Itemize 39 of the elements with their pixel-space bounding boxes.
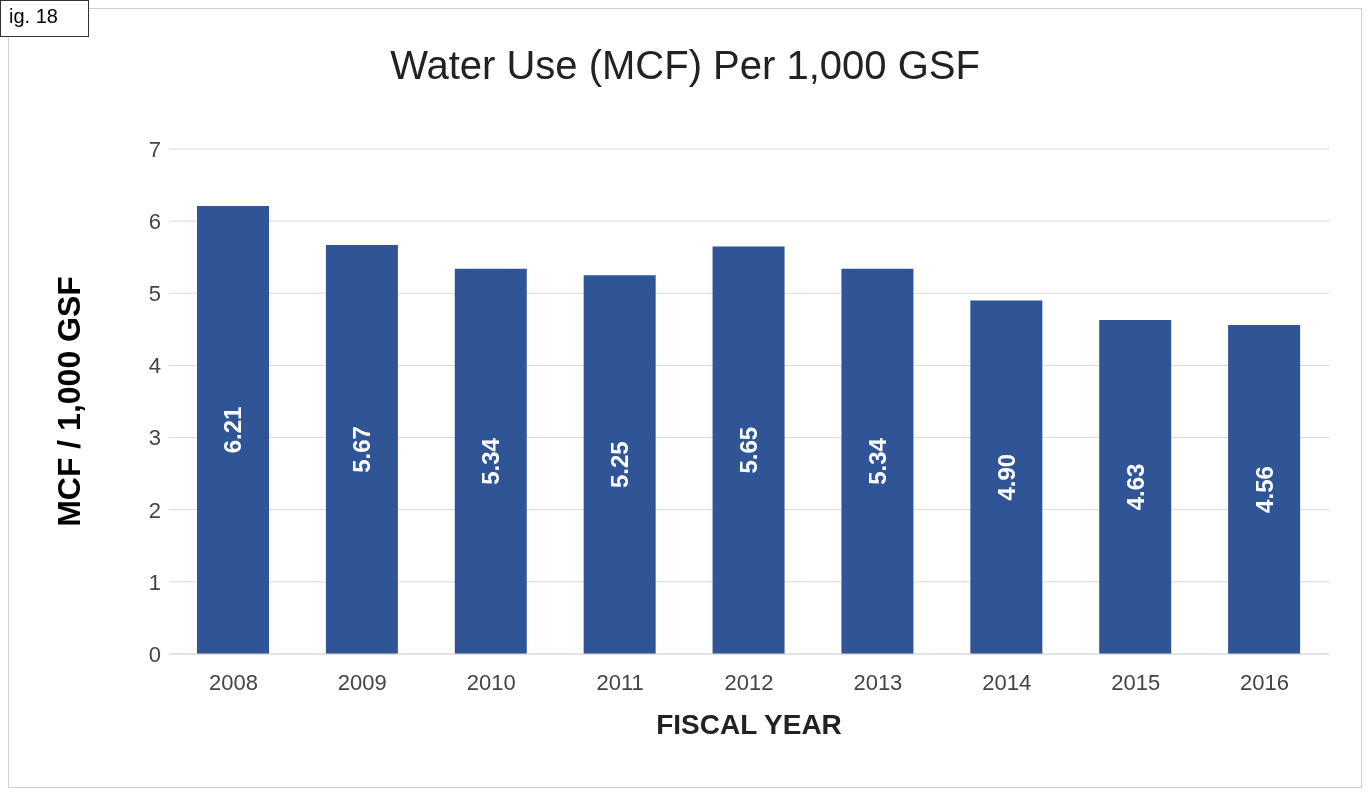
bar — [970, 300, 1043, 654]
data-label: 4.56 — [1250, 466, 1278, 513]
x-tick-label: 2011 — [596, 669, 644, 695]
x-tick-label: 2015 — [1111, 669, 1161, 695]
data-label: 6.21 — [219, 406, 247, 454]
x-tick-label: 2014 — [982, 669, 1032, 695]
bar — [325, 244, 398, 654]
y-tick-label: 7 — [148, 136, 161, 162]
y-axis-title: MCF / 1,000 GSF — [51, 276, 88, 527]
data-label: 4.90 — [992, 453, 1020, 501]
bar — [454, 268, 527, 654]
y-tick-label: 5 — [148, 281, 161, 307]
bar — [197, 205, 269, 654]
y-tick-label: 6 — [148, 208, 161, 234]
y-tick-label: 3 — [148, 425, 161, 451]
y-tick-label: 4 — [148, 353, 161, 379]
data-label: 5.34 — [863, 437, 891, 485]
data-label: 5.25 — [606, 441, 634, 488]
x-tick-label: 2009 — [337, 669, 387, 695]
data-label: 5.67 — [348, 426, 376, 473]
bar — [841, 268, 914, 654]
bar — [1099, 319, 1172, 654]
x-axis-title: FISCAL YEAR — [655, 709, 843, 741]
x-tick-label: 2013 — [853, 669, 903, 695]
x-tick-label: 2016 — [1240, 669, 1290, 695]
data-label: 5.65 — [735, 426, 763, 474]
y-tick-label: 1 — [148, 569, 161, 595]
x-tick-label: 2012 — [724, 669, 774, 695]
x-tick-label: 2008 — [208, 669, 258, 695]
bar — [712, 246, 785, 654]
bar — [583, 275, 656, 654]
x-tick-label: 2010 — [466, 669, 516, 695]
data-label: 5.34 — [477, 437, 505, 485]
chart-title: Water Use (MCF) Per 1,000 GSF — [389, 43, 981, 88]
data-label: 4.63 — [1121, 463, 1149, 511]
bar — [1228, 325, 1301, 654]
y-tick-label: 0 — [148, 641, 161, 667]
text: ig. 18 — [0, 0, 89, 37]
y-tick-label: 2 — [148, 497, 161, 523]
